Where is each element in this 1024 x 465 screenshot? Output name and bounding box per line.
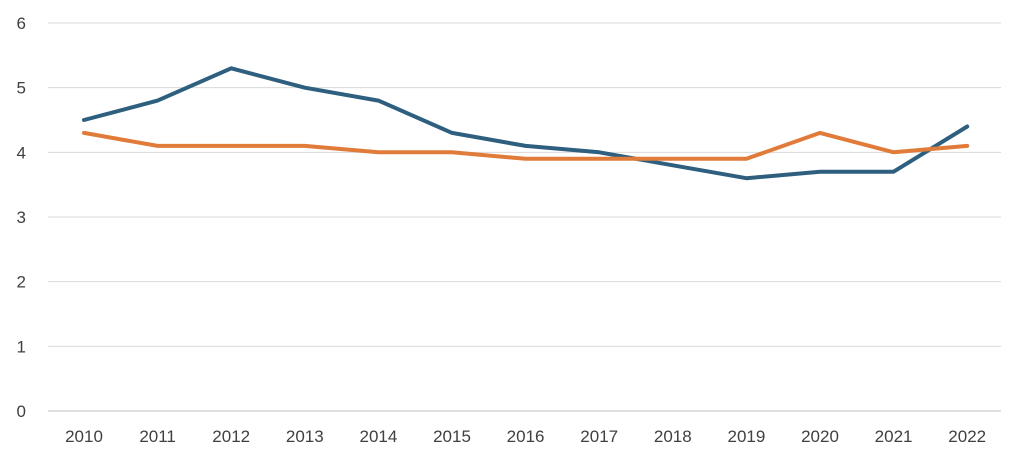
grid-lines — [48, 22, 1001, 412]
x-axis-ticks: 2010 2011 2012 2013 2014 2015 2016 2017 2018 2019… — [65, 427, 986, 446]
x-tick-label: 2017 — [580, 427, 618, 446]
x-tick-label: 2022 — [948, 427, 986, 446]
y-axis-ticks: 0 1 2 3 4 5 6 — [17, 14, 26, 421]
series-line-2 — [82, 130, 970, 161]
x-tick-label: 2014 — [359, 427, 397, 446]
y-tick-label: 1 — [17, 337, 26, 356]
x-tick-label: 2021 — [875, 427, 913, 446]
x-tick-label: 2020 — [801, 427, 839, 446]
series-line-1 — [82, 66, 970, 181]
y-tick-label: 3 — [17, 208, 26, 227]
x-tick-label: 2011 — [139, 427, 176, 446]
x-tick-label: 2016 — [507, 427, 545, 446]
x-tick-label: 2019 — [727, 427, 765, 446]
y-tick-label: 6 — [17, 14, 26, 33]
y-tick-label: 4 — [17, 143, 26, 162]
y-tick-label: 0 — [17, 402, 26, 421]
x-tick-label: 2013 — [286, 427, 324, 446]
y-tick-label: 2 — [17, 273, 26, 292]
y-tick-label: 5 — [17, 79, 26, 98]
x-tick-label: 2012 — [212, 427, 250, 446]
x-tick-label: 2018 — [654, 427, 692, 446]
x-tick-label: 2010 — [65, 427, 103, 446]
x-tick-label: 2015 — [433, 427, 471, 446]
series-lines — [82, 66, 970, 181]
